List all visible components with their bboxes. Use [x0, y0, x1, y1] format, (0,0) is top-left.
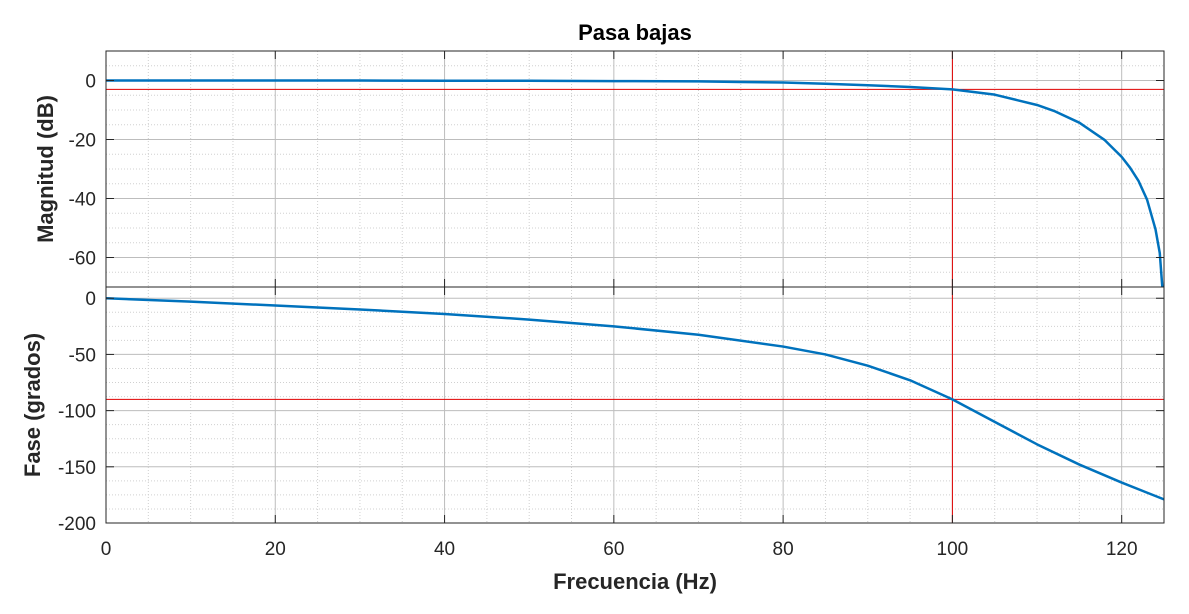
x-tick-label: 120 — [1106, 539, 1138, 560]
x-tick-label: 80 — [773, 539, 794, 560]
magnitude-ylabel: Magnitud (dB) — [33, 95, 58, 243]
y-tick-label: -200 — [58, 514, 96, 535]
phase-line — [105, 296, 1165, 501]
x-tick-label: 0 — [101, 539, 112, 560]
y-tick-label: -40 — [69, 190, 96, 211]
phase-plot: 0 20 40 60 80 100 120 0 -50 -100 -150 -200 Fase (gr… — [20, 286, 1165, 594]
y-tick-label: -60 — [69, 249, 96, 270]
y-tick-label: 0 — [85, 72, 96, 93]
x-tick-label: 20 — [265, 539, 286, 560]
magnitude-line — [106, 79, 1164, 288]
phase-plot-frame — [105, 286, 1165, 524]
x-axis-label: Frecuencia (Hz) — [553, 569, 717, 594]
y-tick-label: -50 — [69, 345, 96, 366]
magnitude-plot: 0 -20 -40 -60 Magnitud (dB) — [33, 50, 1165, 288]
x-tick-label: 60 — [603, 539, 624, 560]
x-tick-label: 100 — [937, 539, 969, 560]
y-tick-label: 0 — [85, 289, 96, 310]
y-tick-label: -20 — [69, 131, 96, 152]
x-tick-label: 40 — [434, 539, 455, 560]
y-tick-label: -100 — [58, 402, 96, 423]
y-tick-label: -150 — [58, 458, 96, 479]
phase-ylabel: Fase (grados) — [20, 333, 45, 477]
chart-title: Pasa bajas — [578, 20, 692, 45]
